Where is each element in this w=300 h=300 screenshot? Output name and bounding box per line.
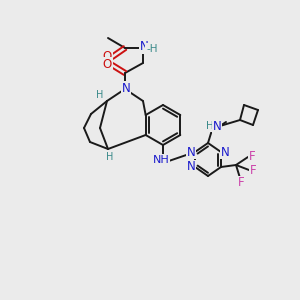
Text: F: F (249, 149, 255, 163)
Text: F: F (250, 164, 256, 176)
Text: H: H (96, 90, 104, 100)
Text: N: N (213, 119, 221, 133)
Text: N: N (187, 160, 195, 173)
Text: N: N (140, 40, 148, 53)
Text: -H: -H (146, 44, 158, 54)
Text: N: N (122, 82, 130, 94)
Text: O: O (102, 50, 112, 62)
Text: F: F (238, 176, 244, 190)
Text: N: N (220, 146, 230, 158)
Text: N: N (187, 146, 195, 158)
Text: NH: NH (153, 155, 169, 165)
Text: H: H (106, 152, 114, 162)
Text: O: O (102, 58, 112, 70)
Text: H: H (206, 121, 214, 131)
